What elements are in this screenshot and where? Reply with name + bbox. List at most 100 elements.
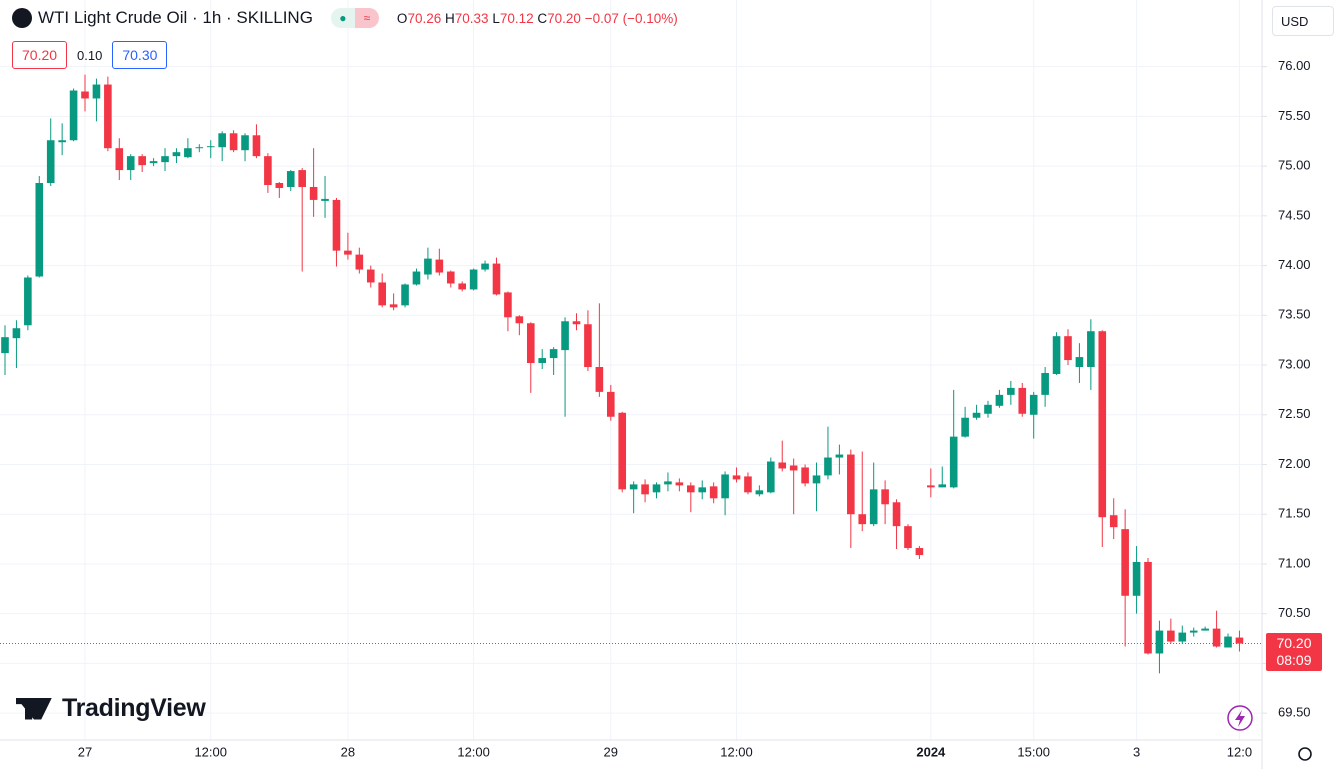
candle-body: [789, 465, 798, 471]
candle-body: [767, 461, 775, 493]
candle-body: [149, 161, 158, 164]
candle-body: [58, 140, 66, 143]
candle-body: [1052, 336, 1061, 374]
y-tick-label: 72.00: [1278, 456, 1311, 471]
axis-labels: 76.00 75.50 75.00 74.50 74.00 73.50 73.00 72.50…: [78, 58, 1311, 759]
candle-body: [24, 277, 32, 326]
candle-body: [538, 358, 547, 364]
candle-body: [492, 263, 501, 295]
grid: [0, 0, 1267, 740]
candle-body: [526, 323, 535, 364]
bid-box[interactable]: 70.20: [12, 41, 68, 69]
ohlc-letter: H: [445, 10, 455, 26]
x-tick-label: 12:0: [1227, 744, 1252, 759]
y-tick-label: 70.50: [1278, 605, 1311, 620]
candle-body: [1064, 336, 1072, 361]
trade-boxes: 70.20 0.10 70.30: [12, 41, 168, 69]
candle-body: [458, 283, 466, 290]
candle-body: [1087, 331, 1095, 368]
symbol-logo: [12, 8, 32, 28]
candle-body: [652, 484, 661, 493]
candle-body: [115, 148, 124, 171]
candle-body: [549, 349, 558, 359]
candle-body: [709, 486, 718, 499]
candle-body: [264, 156, 272, 185]
candle-body: [1018, 387, 1027, 414]
candle-body: [881, 489, 889, 505]
brand-logo: TradingView: [16, 694, 206, 723]
y-tick-label: 75.00: [1278, 158, 1311, 173]
settings-icon[interactable]: [1298, 747, 1312, 761]
ask-box[interactable]: 70.30: [112, 41, 168, 69]
candle-body: [1075, 357, 1084, 368]
candle-body: [812, 475, 821, 484]
candle-body: [81, 91, 89, 99]
candle-body: [824, 457, 832, 476]
y-tick-label: 75.50: [1278, 108, 1311, 123]
candle-body: [561, 321, 569, 351]
ohlc-value: 70.12: [499, 10, 534, 26]
candle-body: [286, 171, 295, 187]
candle-body: [344, 250, 352, 255]
x-tick-label: 12:00: [720, 744, 753, 759]
y-tick-label: 71.50: [1278, 506, 1311, 521]
ohlc-values: O70.26 H70.33 L70.12 C70.20 −0.07 (−0.10…: [397, 11, 678, 26]
candle-body: [104, 84, 112, 149]
candle-body: [949, 436, 958, 488]
candle-body: [229, 133, 238, 151]
x-tick-label: 12:00: [457, 744, 490, 759]
candle-body: [1121, 529, 1129, 596]
candle-body: [698, 487, 707, 493]
candle-body: [161, 156, 169, 163]
candle-body: [69, 90, 78, 141]
candle-body: [629, 484, 638, 490]
candle-body: [744, 476, 752, 493]
candle-body: [1007, 387, 1015, 395]
status-pill[interactable]: ● ≈: [330, 8, 379, 28]
candle-body: [572, 321, 581, 325]
x-tick-label: 27: [78, 744, 92, 759]
candle-body: [504, 292, 512, 318]
candle-body: [1201, 628, 1209, 631]
candle-body: [172, 152, 181, 157]
brand-name: TradingView: [62, 694, 206, 722]
candle-body: [206, 146, 215, 148]
candle-body: [1, 337, 9, 354]
candle-body: [904, 526, 912, 549]
candle-body: [1029, 394, 1038, 415]
candle-body: [1098, 331, 1107, 518]
currency-button[interactable]: USD: [1272, 6, 1334, 36]
ohlc-letter: O: [396, 10, 408, 26]
y-tick-label: 73.50: [1278, 307, 1311, 322]
candle-body: [938, 484, 947, 488]
last-price: 70.20: [1276, 635, 1312, 651]
x-tick-label: 15:00: [1017, 744, 1050, 759]
ohlc-letter: L: [492, 10, 500, 26]
ohlc-value: 70.20: [547, 10, 581, 26]
candle-body: [606, 391, 615, 417]
y-tick-label: 73.00: [1278, 356, 1311, 371]
y-tick-label: 71.00: [1278, 555, 1311, 570]
candle-body: [892, 502, 901, 527]
candle-body: [92, 84, 101, 99]
candle-body: [298, 170, 306, 187]
candles: [0, 74, 1262, 674]
candle-body: [1212, 628, 1221, 647]
candle-body: [275, 183, 284, 188]
candle-body: [1132, 561, 1141, 596]
candle-body: [12, 328, 21, 339]
candle-body: [241, 135, 249, 151]
candle-body: [664, 481, 672, 485]
candle-body: [641, 484, 649, 495]
candle-body: [995, 394, 1004, 406]
ohlc-value: 70.33: [454, 10, 489, 26]
candle-body: [435, 259, 444, 273]
candle-body: [366, 269, 375, 283]
x-tick-label: 3: [1133, 744, 1140, 759]
candle-body: [309, 186, 318, 200]
alert-icon[interactable]: [1227, 705, 1253, 731]
candle-body: [687, 485, 695, 493]
candle-body: [961, 417, 969, 437]
